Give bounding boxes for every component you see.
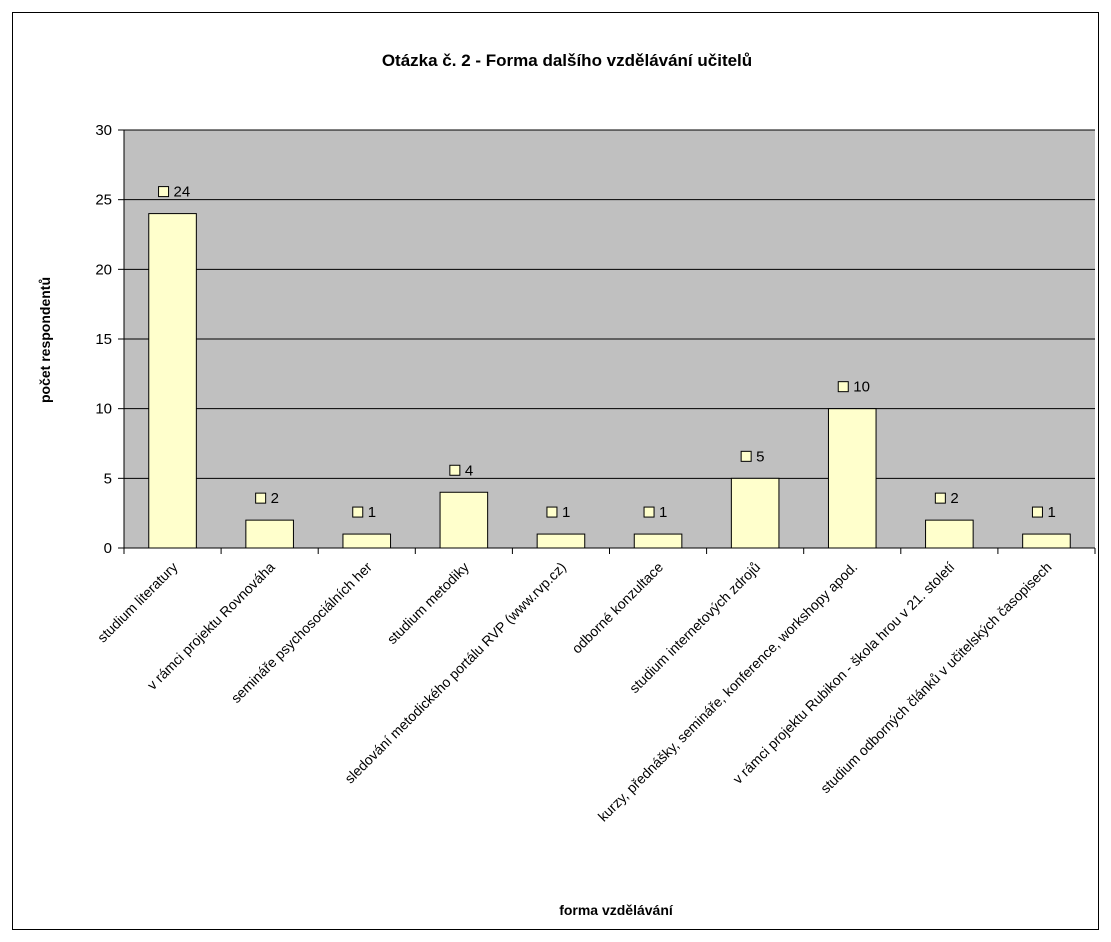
y-tick-label: 25 <box>95 192 112 209</box>
x-tick-label: v rámci projektu Rubikon - škola hrou v … <box>729 559 957 787</box>
bar <box>148 213 197 549</box>
bar <box>827 408 877 549</box>
data-label: 2 <box>950 490 958 507</box>
y-axis-title: počet respondentů <box>37 277 53 403</box>
gridlines <box>124 129 1095 479</box>
bar <box>633 533 683 549</box>
data-label-key <box>643 506 655 518</box>
data-label: 1 <box>659 504 667 521</box>
data-label-key <box>546 506 558 518</box>
data-label: 1 <box>562 504 570 521</box>
x-tick-label: studium odborných článků v učitelských č… <box>817 559 1054 796</box>
y-tick-label: 30 <box>95 122 112 139</box>
x-tick-label: studium literatury <box>94 559 181 646</box>
x-tick-label: odborné konzultace <box>568 559 666 657</box>
data-label-key <box>158 186 170 198</box>
x-axis-title: forma vzdělávání <box>559 902 674 918</box>
data-label-key <box>255 492 267 504</box>
bar <box>342 533 392 549</box>
data-label-key <box>352 506 364 518</box>
data-label-key <box>740 450 752 462</box>
data-label: 24 <box>174 184 191 201</box>
chart-title: Otázka č. 2 - Forma dalšího vzdělávání u… <box>382 51 752 70</box>
y-tick-label: 15 <box>95 331 112 348</box>
data-label: 2 <box>271 490 279 507</box>
data-label: 5 <box>756 448 764 465</box>
data-label-key <box>837 381 849 393</box>
data-label: 10 <box>853 379 870 396</box>
data-label: 1 <box>1047 504 1055 521</box>
bar <box>536 533 586 549</box>
bar <box>730 477 780 549</box>
x-tick-label: sledování metodického portálu RVP (www.r… <box>341 559 569 787</box>
y-tick-label: 20 <box>95 261 112 278</box>
data-labels: 24 2 1 4 1 1 5 10 2 1 <box>158 184 1056 521</box>
bar <box>439 491 489 549</box>
bar <box>925 519 974 549</box>
bar <box>245 519 294 549</box>
y-tick-label: 0 <box>104 540 112 557</box>
data-label-key <box>934 492 946 504</box>
data-label: 1 <box>368 504 376 521</box>
bar <box>1022 533 1071 549</box>
y-tick-label: 10 <box>95 401 112 418</box>
bars <box>148 213 1071 549</box>
y-tick-labels: 0 5 10 15 20 25 30 <box>95 122 112 557</box>
data-label-key <box>1031 506 1043 518</box>
axes <box>118 129 1096 554</box>
y-tick-label: 5 <box>104 470 112 487</box>
x-tick-label: studium metodiky <box>384 559 472 647</box>
data-label-key <box>449 464 461 476</box>
data-label: 4 <box>465 462 473 479</box>
